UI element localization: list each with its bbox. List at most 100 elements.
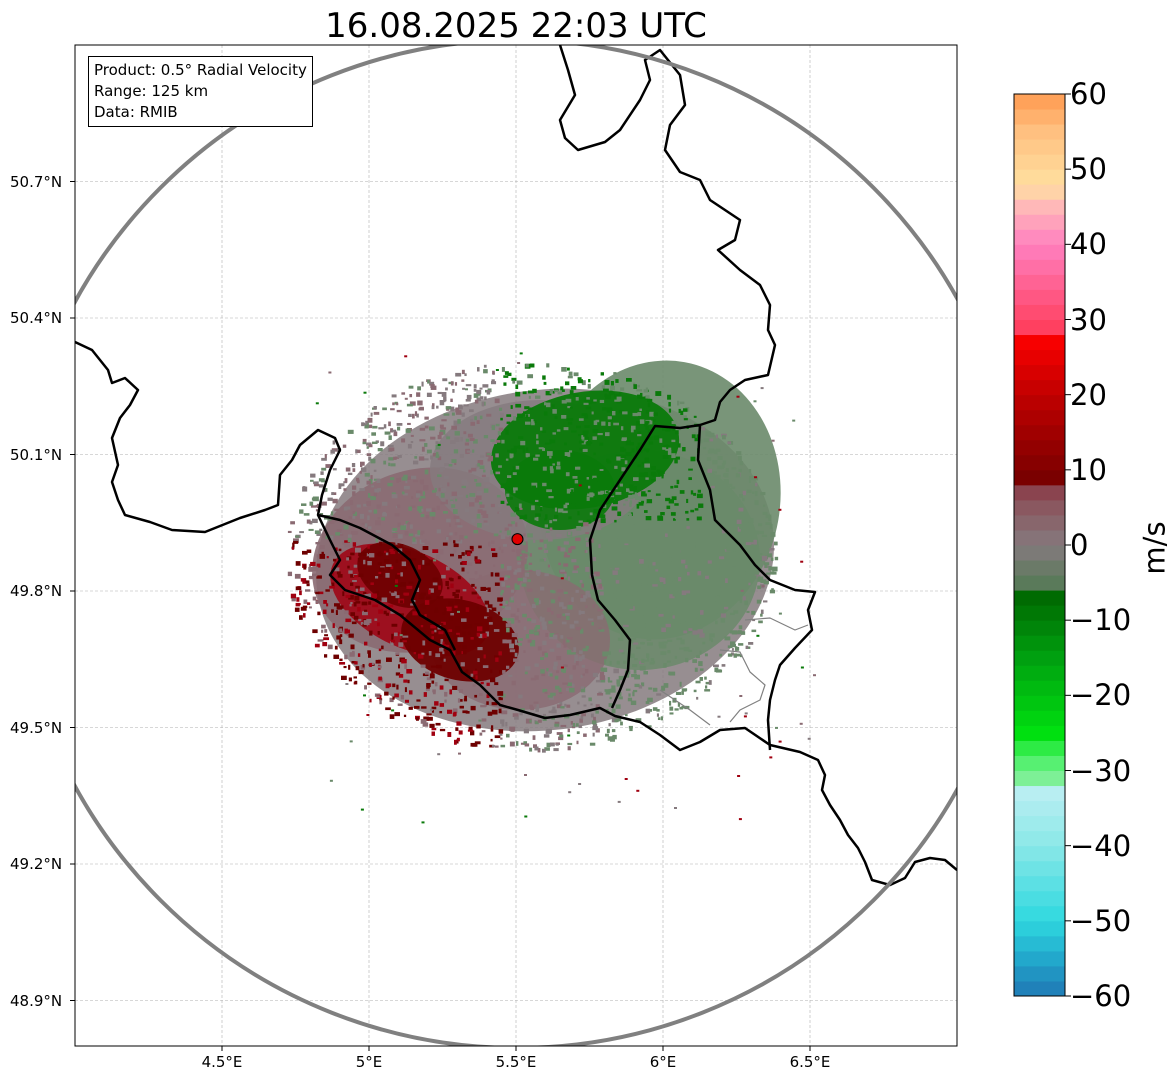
echo-pixel bbox=[778, 612, 782, 615]
echo-pixel bbox=[606, 604, 612, 609]
echo-pixel bbox=[674, 461, 678, 467]
echo-pixel bbox=[518, 436, 524, 439]
echo-pixel bbox=[683, 630, 688, 634]
echo-pixel bbox=[316, 503, 320, 509]
echo-pixel bbox=[394, 539, 400, 543]
colorbar-band bbox=[1014, 154, 1065, 170]
echo-pixel bbox=[678, 408, 681, 414]
echo-pixel bbox=[605, 432, 610, 437]
echo-pixel bbox=[398, 674, 404, 678]
echo-pixel bbox=[685, 474, 688, 477]
echo-pixel bbox=[680, 548, 683, 553]
echo-pixel bbox=[574, 658, 579, 663]
echo-pixel bbox=[431, 636, 435, 640]
echo-pixel bbox=[317, 591, 324, 595]
echo-pixel bbox=[647, 697, 653, 702]
echo-pixel bbox=[453, 543, 459, 548]
echo-pixel bbox=[388, 435, 392, 440]
echo-pixel bbox=[562, 606, 567, 610]
echo-pixel bbox=[467, 433, 473, 438]
echo-pixel bbox=[462, 387, 466, 390]
echo-pixel bbox=[498, 651, 502, 656]
echo-pixel bbox=[348, 664, 351, 670]
echo-pixel bbox=[696, 434, 700, 439]
echo-pixel bbox=[709, 569, 716, 574]
echo-pixel bbox=[578, 440, 584, 444]
radar-site-marker[interactable] bbox=[511, 533, 524, 546]
echo-pixel bbox=[390, 463, 396, 467]
echo-pixel bbox=[510, 476, 514, 480]
echo-pixel bbox=[639, 472, 645, 477]
echo-pixel bbox=[760, 492, 766, 496]
echo-pixel bbox=[445, 644, 450, 648]
echo-pixel bbox=[484, 396, 487, 401]
colorbar-tick-label: −60 bbox=[1070, 979, 1132, 1013]
echo-pixel bbox=[706, 549, 711, 553]
echo-pixel bbox=[763, 600, 768, 603]
echo-pixel bbox=[707, 560, 712, 564]
echo-pixel bbox=[605, 690, 610, 694]
echo-pixel bbox=[542, 494, 549, 498]
echo-pixel bbox=[591, 469, 595, 473]
echo-pixel bbox=[686, 526, 690, 529]
echo-pixel bbox=[379, 699, 382, 705]
echo-pixel bbox=[397, 703, 403, 706]
echo-pixel bbox=[631, 425, 636, 430]
echo-pixel bbox=[735, 473, 741, 478]
echo-pixel bbox=[508, 674, 513, 677]
echo-pixel bbox=[321, 629, 324, 633]
echo-pixel bbox=[649, 661, 655, 665]
echo-pixel bbox=[521, 561, 524, 566]
echo-pixel bbox=[552, 432, 556, 435]
echo-pixel bbox=[291, 598, 296, 602]
echo-pixel bbox=[365, 420, 368, 425]
echo-pixel bbox=[674, 596, 680, 602]
echo-pixel bbox=[553, 666, 557, 670]
echo-pixel bbox=[624, 630, 630, 634]
echo-pixel bbox=[421, 446, 425, 452]
echo-pixel bbox=[674, 655, 678, 659]
echo-pixel bbox=[494, 655, 500, 658]
echo-pixel bbox=[390, 643, 394, 646]
echo-pixel bbox=[748, 469, 752, 473]
echo-pixel bbox=[513, 489, 516, 494]
echo-pixel bbox=[382, 513, 387, 517]
echo-pixel bbox=[442, 612, 446, 615]
echo-pixel bbox=[677, 400, 680, 406]
echo-pixel bbox=[431, 680, 435, 684]
echo-pixel bbox=[506, 414, 512, 417]
echo-pixel bbox=[436, 529, 441, 534]
echo-pixel bbox=[479, 415, 483, 420]
echo-pixel bbox=[409, 612, 415, 617]
echo-pixel bbox=[734, 653, 741, 657]
echo-pixel bbox=[709, 633, 715, 638]
echo-pixel bbox=[522, 448, 525, 454]
echo-pixel bbox=[453, 515, 460, 519]
echo-pixel bbox=[684, 506, 687, 511]
echo-pixel bbox=[336, 571, 341, 575]
echo-pixel bbox=[435, 722, 441, 726]
echo-pixel bbox=[705, 685, 708, 689]
echo-pixel bbox=[318, 484, 324, 488]
echo-pixel bbox=[375, 538, 379, 543]
echo-pixel bbox=[757, 585, 761, 590]
echo-pixel bbox=[724, 472, 729, 478]
colorbar-band bbox=[1014, 139, 1065, 155]
echo-pixel bbox=[609, 660, 612, 666]
echo-pixel bbox=[445, 499, 448, 505]
echo-pixel bbox=[741, 631, 746, 635]
echo-pixel bbox=[545, 514, 548, 520]
echo-pixel bbox=[436, 451, 439, 455]
echo-pixel bbox=[582, 430, 589, 434]
echo-pixel bbox=[373, 469, 377, 472]
echo-pixel bbox=[381, 645, 384, 650]
echo-pixel bbox=[305, 580, 310, 584]
echo-pixel bbox=[693, 689, 697, 693]
echo-pixel bbox=[364, 641, 368, 646]
echo-pixel bbox=[451, 425, 457, 430]
echo-pixel bbox=[683, 418, 688, 421]
echo-pixel bbox=[469, 502, 475, 507]
echo-pixel bbox=[494, 745, 499, 748]
echo-pixel bbox=[681, 705, 688, 709]
